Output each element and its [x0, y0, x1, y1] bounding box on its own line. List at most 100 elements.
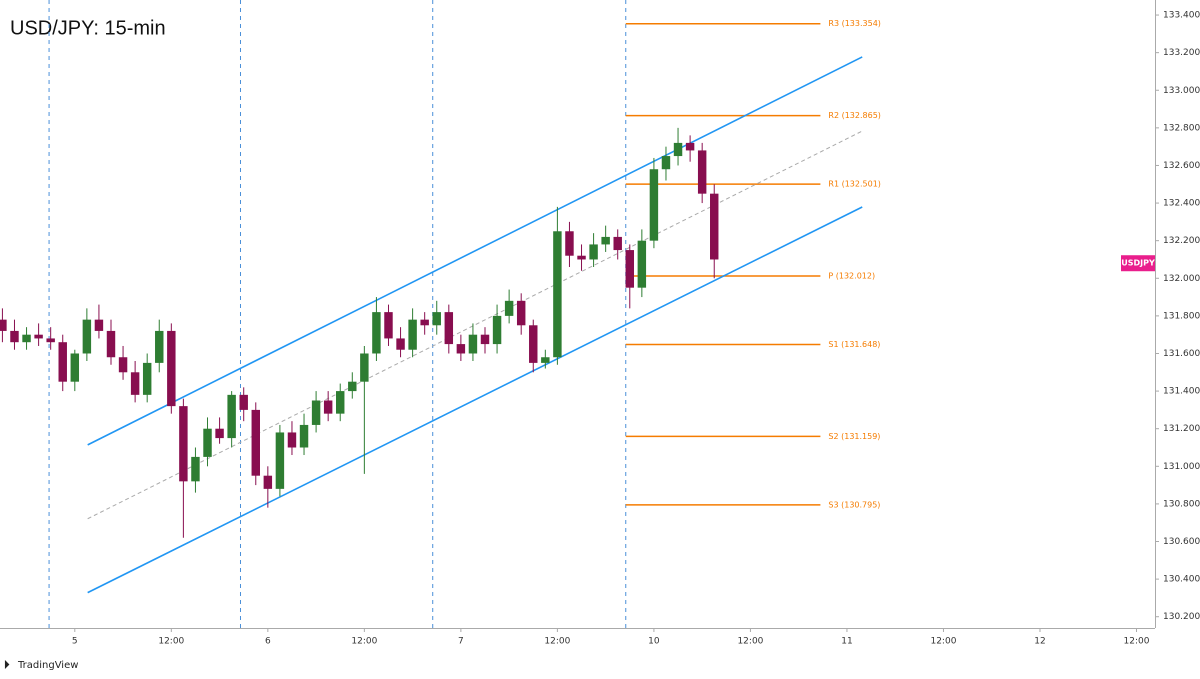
- candle-body: [685, 142, 695, 151]
- candle-body: [142, 362, 152, 395]
- candle-body: [360, 353, 369, 382]
- candle-body: [239, 394, 248, 410]
- candle-body: [396, 338, 405, 350]
- pivot-label: P (132.012): [828, 272, 875, 281]
- y-tick-label: 132.000: [1163, 274, 1200, 284]
- candle-body: [372, 312, 381, 354]
- x-tick-label: 12:00: [930, 637, 956, 647]
- pivot-label: S1 (131.648): [828, 340, 880, 349]
- candle-body: [673, 142, 683, 157]
- y-tick-label: 131.000: [1163, 462, 1200, 472]
- candle-body: [82, 319, 92, 354]
- pivot-label: S2 (131.159): [828, 432, 880, 441]
- channel-middle: [87, 130, 863, 520]
- x-tick-label: 12: [1034, 637, 1045, 647]
- y-tick-label: 133.000: [1163, 86, 1200, 96]
- brand-logo: ⏵: [4, 658, 10, 671]
- candle-body: [106, 330, 116, 358]
- x-tick-label: 11: [841, 637, 852, 647]
- x-tick-label: 6: [265, 637, 271, 647]
- candle-body: [384, 312, 393, 339]
- x-tick-label: 12:00: [158, 637, 184, 647]
- x-tick-label: 5: [72, 637, 78, 647]
- x-tick-label: 12:00: [737, 637, 763, 647]
- channel-lower: [87, 206, 863, 594]
- candle-body: [58, 342, 67, 382]
- candle-body: [637, 240, 647, 288]
- candle-body: [22, 334, 31, 343]
- candle-body: [480, 334, 490, 345]
- candle-body: [649, 169, 659, 241]
- candle-body: [456, 344, 466, 354]
- pivot-label: R3 (133.354): [828, 19, 881, 28]
- y-tick-label: 130.400: [1163, 575, 1200, 585]
- candle-body: [299, 424, 309, 448]
- candle-body: [155, 330, 164, 363]
- candle-body: [167, 330, 176, 407]
- y-tick-label: 132.400: [1163, 199, 1200, 209]
- candle-body: [263, 475, 273, 489]
- candle-body: [191, 456, 200, 482]
- candle-body: [492, 315, 502, 345]
- y-tick-label: 131.400: [1163, 387, 1200, 397]
- candle-body: [311, 400, 321, 425]
- candle-body: [601, 236, 610, 245]
- candle-body: [541, 357, 550, 363]
- x-tick-label: 12:00: [1124, 637, 1150, 647]
- candle-body: [661, 156, 671, 170]
- candle-body: [251, 409, 260, 476]
- pivot-label: R2 (132.865): [828, 111, 881, 120]
- candle-body: [336, 391, 345, 414]
- candle-body: [420, 319, 429, 326]
- candle-body: [553, 231, 562, 358]
- candle-body: [529, 325, 538, 363]
- y-tick-label: 131.600: [1163, 349, 1200, 359]
- candle-body: [227, 394, 236, 439]
- last-price-tag: [1121, 255, 1155, 272]
- candle-body: [408, 319, 417, 350]
- candle-body: [516, 300, 526, 326]
- chart-title: USD/JPY: 15-min: [10, 17, 166, 39]
- candle-body: [710, 193, 719, 260]
- candle-body: [203, 428, 212, 457]
- candle-body: [34, 334, 43, 339]
- x-tick-label: 12:00: [544, 637, 570, 647]
- y-tick-label: 133.400: [1163, 11, 1200, 21]
- pivot-label: R1 (132.501): [828, 180, 881, 189]
- y-tick-label: 131.800: [1163, 311, 1200, 321]
- candle-body: [275, 432, 285, 489]
- candle-body: [118, 357, 128, 373]
- x-tick-label: 7: [458, 637, 464, 647]
- candle-body: [94, 319, 104, 331]
- candle-body: [697, 150, 707, 194]
- candle-body: [444, 312, 454, 345]
- y-tick-label: 130.600: [1163, 537, 1200, 547]
- y-tick-label: 130.800: [1163, 499, 1200, 509]
- candle-body: [10, 330, 19, 343]
- brand: TradingView: [17, 660, 78, 671]
- x-tick-label: 10: [648, 637, 660, 647]
- y-tick-label: 133.200: [1163, 48, 1200, 58]
- y-tick-label: 132.800: [1163, 123, 1200, 133]
- channel-upper: [87, 56, 863, 446]
- candle-body: [504, 300, 514, 316]
- candle-body: [323, 400, 333, 414]
- candle-body: [613, 236, 622, 251]
- candle-body: [348, 381, 357, 392]
- candle-body: [625, 250, 635, 288]
- candle-body: [179, 406, 188, 482]
- candle-body: [287, 432, 297, 448]
- candle-body: [215, 428, 224, 439]
- candle-body: [70, 353, 80, 382]
- candle-body: [589, 244, 598, 260]
- y-tick-label: 132.600: [1163, 161, 1200, 171]
- candle-body: [565, 231, 574, 256]
- y-tick-label: 132.200: [1163, 236, 1200, 246]
- candle-body: [577, 255, 586, 260]
- candle-body: [468, 334, 478, 354]
- candle-body: [432, 312, 441, 326]
- y-tick-label: 131.200: [1163, 424, 1200, 434]
- last-price-label: USDJPY: [1121, 259, 1155, 268]
- x-tick-label: 12:00: [351, 637, 377, 647]
